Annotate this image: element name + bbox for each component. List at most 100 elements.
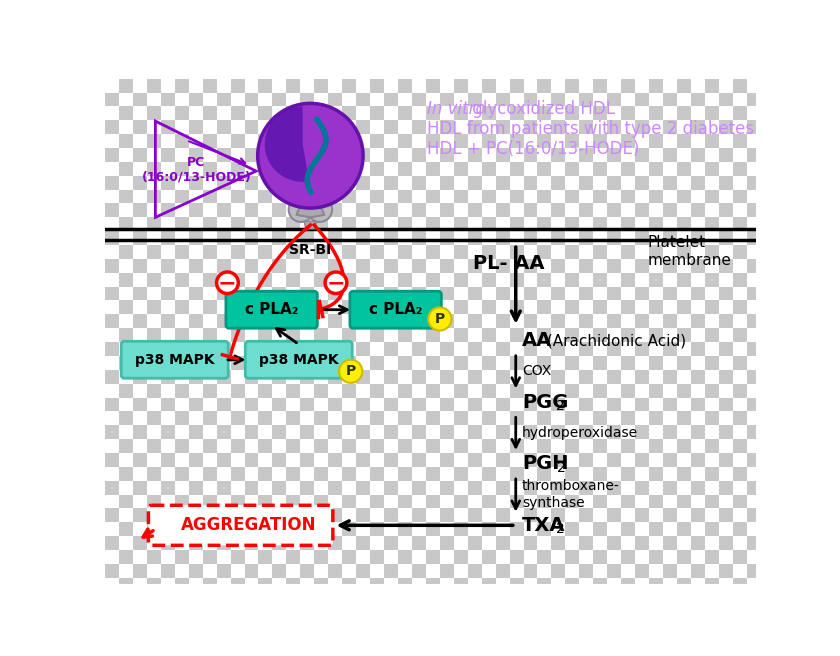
- Bar: [468, 508, 481, 522]
- Bar: [635, 342, 649, 356]
- Bar: [189, 453, 202, 467]
- Bar: [105, 92, 119, 106]
- Bar: [496, 342, 510, 356]
- Bar: [412, 203, 426, 217]
- Bar: [398, 106, 412, 120]
- Bar: [384, 508, 398, 522]
- Text: −: −: [327, 274, 345, 293]
- Bar: [565, 190, 580, 203]
- Bar: [677, 522, 691, 536]
- Bar: [412, 453, 426, 467]
- Bar: [523, 120, 538, 134]
- Bar: [189, 398, 202, 411]
- Bar: [719, 398, 732, 411]
- Bar: [663, 120, 677, 134]
- Bar: [747, 481, 761, 495]
- Bar: [538, 495, 551, 508]
- Bar: [580, 370, 593, 384]
- Bar: [732, 79, 747, 92]
- Bar: [510, 134, 523, 148]
- Bar: [440, 453, 454, 467]
- Bar: [663, 370, 677, 384]
- Bar: [370, 384, 384, 398]
- Bar: [342, 578, 356, 592]
- Bar: [747, 148, 761, 162]
- Bar: [593, 550, 607, 564]
- Bar: [593, 162, 607, 176]
- Bar: [398, 162, 412, 176]
- Bar: [370, 300, 384, 314]
- Bar: [677, 550, 691, 564]
- Bar: [551, 398, 565, 411]
- Bar: [690, 203, 705, 217]
- Bar: [719, 314, 732, 328]
- Bar: [370, 467, 384, 481]
- Bar: [412, 425, 426, 439]
- Bar: [175, 217, 189, 231]
- Bar: [732, 495, 747, 508]
- Bar: [747, 92, 761, 106]
- Bar: [244, 481, 259, 495]
- Bar: [147, 190, 160, 203]
- Bar: [244, 176, 259, 190]
- Bar: [607, 176, 621, 190]
- Bar: [133, 398, 147, 411]
- Bar: [342, 550, 356, 564]
- Bar: [356, 231, 370, 245]
- Bar: [426, 300, 440, 314]
- Bar: [705, 273, 719, 287]
- Bar: [732, 411, 747, 425]
- Bar: [705, 439, 719, 453]
- Bar: [147, 467, 160, 481]
- Bar: [328, 259, 342, 273]
- Bar: [286, 134, 301, 148]
- Bar: [286, 217, 301, 231]
- Bar: [202, 217, 217, 231]
- Bar: [384, 176, 398, 190]
- Bar: [621, 384, 635, 398]
- Bar: [370, 522, 384, 536]
- Bar: [523, 314, 538, 328]
- Bar: [160, 287, 175, 300]
- Bar: [551, 148, 565, 162]
- Bar: [301, 564, 314, 578]
- Bar: [690, 92, 705, 106]
- Bar: [314, 411, 328, 425]
- Bar: [147, 578, 160, 592]
- Bar: [412, 148, 426, 162]
- Bar: [621, 300, 635, 314]
- Bar: [677, 578, 691, 592]
- Bar: [510, 328, 523, 342]
- Bar: [635, 148, 649, 162]
- Bar: [663, 259, 677, 273]
- Bar: [649, 550, 663, 564]
- Bar: [426, 273, 440, 287]
- Bar: [496, 481, 510, 495]
- Bar: [607, 92, 621, 106]
- Bar: [565, 356, 580, 370]
- Bar: [538, 162, 551, 176]
- Bar: [272, 342, 286, 356]
- Bar: [607, 231, 621, 245]
- Bar: [565, 217, 580, 231]
- Bar: [217, 425, 230, 439]
- FancyBboxPatch shape: [350, 291, 441, 328]
- Bar: [510, 273, 523, 287]
- Bar: [481, 578, 496, 592]
- Bar: [244, 287, 259, 300]
- Bar: [272, 92, 286, 106]
- Bar: [468, 370, 481, 384]
- Circle shape: [307, 197, 332, 222]
- Bar: [593, 134, 607, 148]
- Bar: [538, 384, 551, 398]
- Bar: [314, 522, 328, 536]
- Bar: [160, 231, 175, 245]
- Bar: [607, 398, 621, 411]
- Bar: [481, 522, 496, 536]
- Bar: [370, 79, 384, 92]
- Bar: [621, 495, 635, 508]
- Bar: [217, 453, 230, 467]
- Bar: [105, 425, 119, 439]
- Bar: [440, 481, 454, 495]
- Bar: [133, 314, 147, 328]
